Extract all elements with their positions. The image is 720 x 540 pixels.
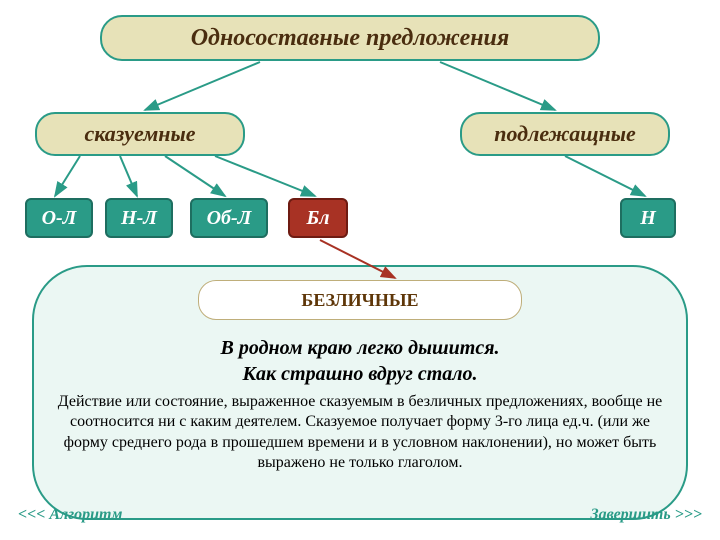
leaf-obl[interactable]: Об-Л — [190, 198, 268, 238]
description-text: Действие или состояние, выраженное сказу… — [55, 392, 665, 474]
leaf-n[interactable]: Н — [620, 198, 676, 238]
leaf-nl[interactable]: Н-Л — [105, 198, 173, 238]
leaf-nl-label: Н-Л — [121, 207, 157, 230]
example-line-1: В родном краю легко дышится. — [50, 335, 670, 361]
leaf-obl-label: Об-Л — [207, 207, 252, 230]
nav-next-label: Завершить >>> — [590, 506, 702, 523]
nav-next[interactable]: Завершить >>> — [590, 506, 702, 524]
leaf-ol[interactable]: О-Л — [25, 198, 93, 238]
branch-left: сказуемные — [35, 112, 245, 156]
title-text: Односоставные предложения — [191, 25, 510, 52]
leaf-bl-label: Бл — [307, 207, 330, 230]
center-label: БЕЗЛИЧНЫЕ — [301, 290, 418, 311]
leaf-ol-label: О-Л — [42, 207, 77, 230]
nav-prev-label: <<< Алгоритм — [18, 506, 122, 523]
center-label-box: БЕЗЛИЧНЫЕ — [198, 280, 522, 320]
example-line-2: Как страшно вдруг стало. — [50, 361, 670, 387]
nav-prev[interactable]: <<< Алгоритм — [18, 506, 122, 524]
branch-right-label: подлежащные — [494, 121, 636, 147]
branch-left-label: сказуемные — [84, 121, 195, 147]
branch-right: подлежащные — [460, 112, 670, 156]
example-block: В родном краю легко дышится. Как страшно… — [50, 335, 670, 387]
leaf-n-label: Н — [640, 207, 656, 230]
title-box: Односоставные предложения — [100, 15, 600, 61]
leaf-bl[interactable]: Бл — [288, 198, 348, 238]
